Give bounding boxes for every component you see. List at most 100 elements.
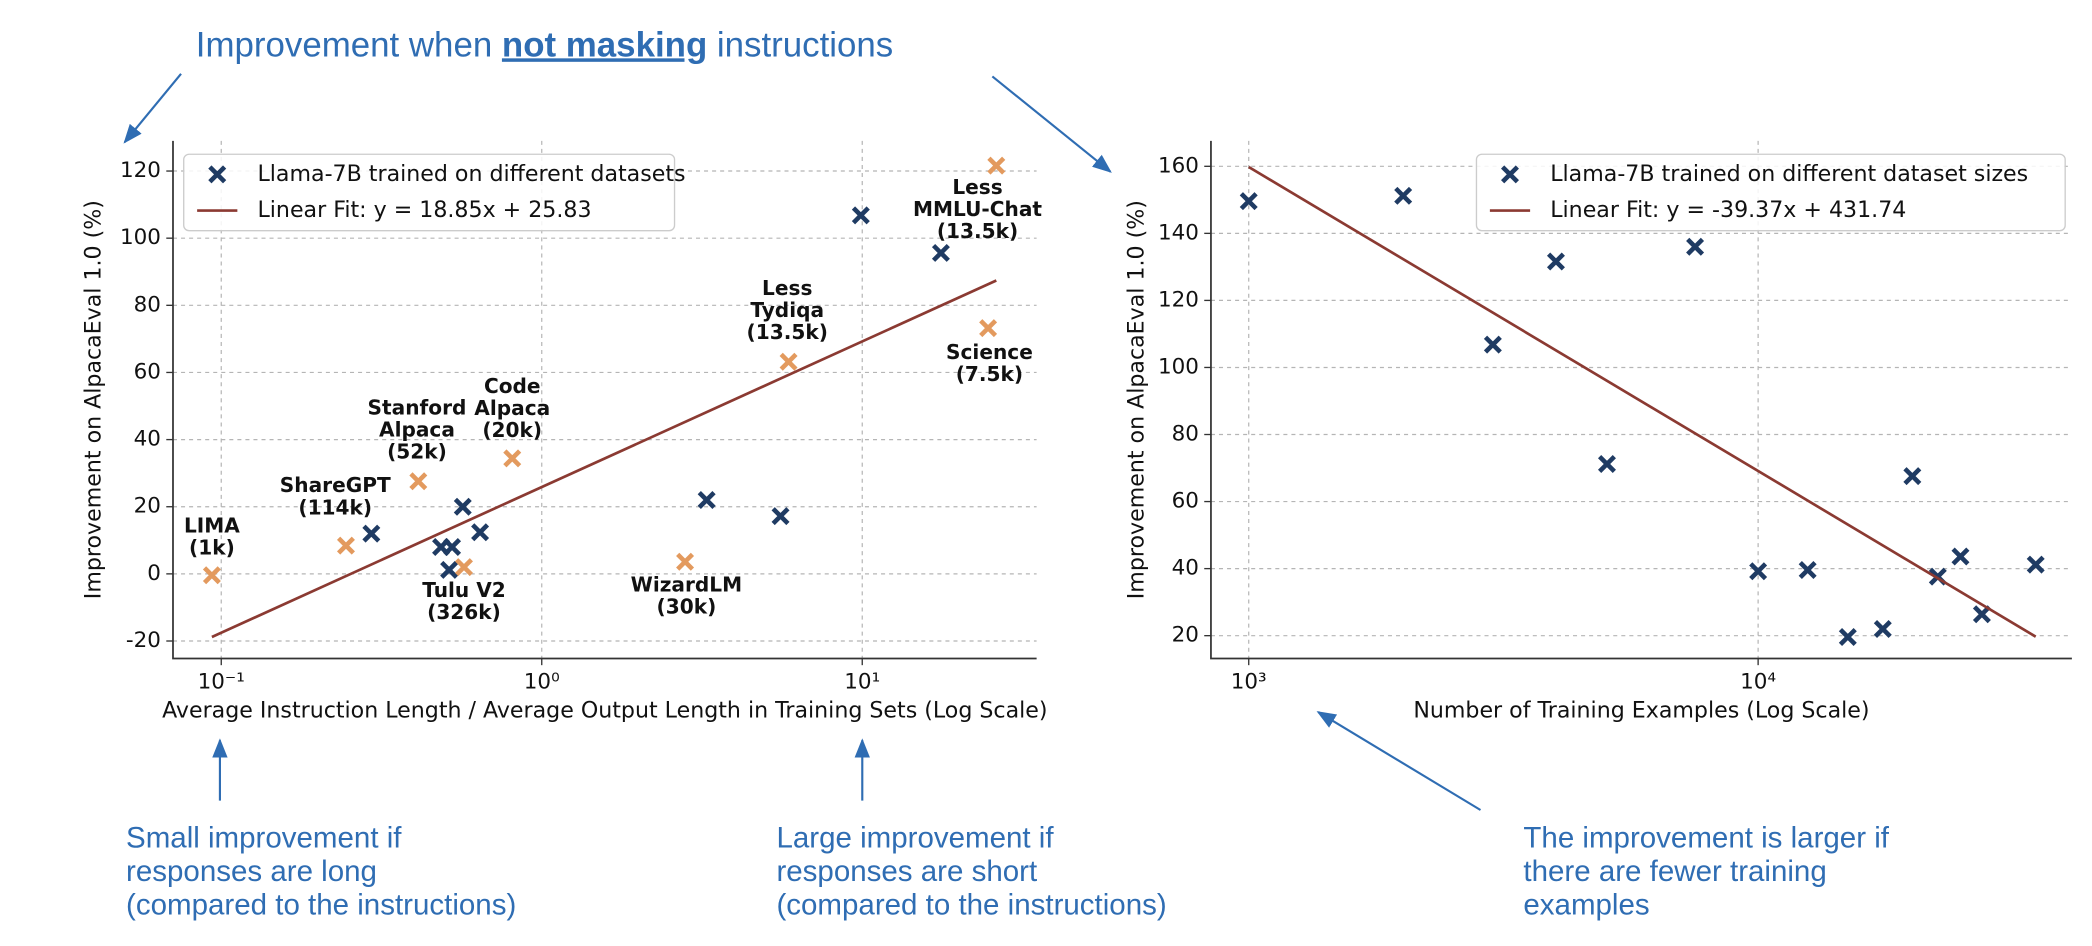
point xyxy=(362,524,381,543)
point-label: Less xyxy=(952,175,1002,199)
y-tick-label: 120 xyxy=(120,158,161,183)
point xyxy=(1903,467,1922,486)
headline: Improvement when not masking instruction… xyxy=(196,25,893,64)
point xyxy=(931,243,950,262)
point-label: (1k) xyxy=(189,536,235,560)
fit-line xyxy=(1248,165,2037,638)
point xyxy=(1394,186,1413,205)
arrow xyxy=(1316,711,1482,811)
x-axis-label: Average Instruction Length / Average Out… xyxy=(162,697,1047,723)
legend-label: Linear Fit: y = -39.37x + 431.74 xyxy=(1550,197,1906,223)
point xyxy=(453,497,472,516)
point-label: (13.5k) xyxy=(937,219,1018,243)
fit-line xyxy=(211,279,997,639)
y-tick-label: 20 xyxy=(134,494,161,519)
point xyxy=(1798,560,1817,579)
point xyxy=(771,507,790,526)
point xyxy=(1597,455,1616,474)
point xyxy=(779,352,798,371)
legend-label: Llama-7B trained on different dataset si… xyxy=(1550,161,2028,187)
point-label: Alpaca xyxy=(474,396,550,420)
point-label: Science xyxy=(946,340,1033,364)
point-label: (114k) xyxy=(298,495,372,519)
note: responses are long xyxy=(126,855,377,888)
legend-box xyxy=(1475,153,2066,232)
point-label: (52k) xyxy=(387,440,447,464)
point xyxy=(1686,237,1705,256)
point-label: LIMA xyxy=(184,513,240,537)
point xyxy=(440,560,459,579)
axis-spine xyxy=(1210,140,2072,660)
point xyxy=(851,206,870,225)
point-label: Tulu V2 xyxy=(422,578,506,602)
headline-part: instructions xyxy=(707,25,893,64)
arrow xyxy=(123,73,182,144)
note: there are fewer training xyxy=(1523,855,1826,888)
point-label: (20k) xyxy=(482,418,542,442)
arrow xyxy=(991,75,1112,173)
x-tick-label: 10³ xyxy=(1231,670,1267,695)
y-tick-label: 160 xyxy=(1158,153,1199,178)
point xyxy=(979,319,998,338)
y-tick-label: 140 xyxy=(1158,220,1199,245)
y-tick-label: 40 xyxy=(1172,556,1199,581)
y-tick-label: 100 xyxy=(120,225,161,250)
point-label: (7.5k) xyxy=(956,362,1023,386)
note: (compared to the instructions) xyxy=(126,889,516,922)
point-label: ShareGPT xyxy=(280,473,391,497)
point-label: WizardLM xyxy=(631,572,743,596)
legend-label: Linear Fit: y = 18.85x + 25.83 xyxy=(257,197,591,223)
y-axis-label: Improvement on AlpacaEval 1.0 (%) xyxy=(80,200,106,599)
point xyxy=(676,552,695,571)
note: (compared to the instructions) xyxy=(776,889,1166,922)
note: examples xyxy=(1523,889,1649,922)
point xyxy=(471,523,490,542)
x-tick-label: 10⁰ xyxy=(524,670,560,695)
x-tick-label: 10⁻¹ xyxy=(198,670,245,695)
y-tick-label: 80 xyxy=(1172,422,1199,447)
point-label: Stanford xyxy=(368,395,467,419)
point-label: (30k) xyxy=(657,595,717,619)
point xyxy=(455,558,473,577)
point xyxy=(1546,252,1565,271)
x-axis-label: Number of Training Examples (Log Scale) xyxy=(1413,697,1869,723)
legend-swatch xyxy=(1501,165,1519,184)
note: Large improvement if xyxy=(776,822,1054,855)
y-tick-label: 0 xyxy=(147,561,161,586)
y-tick-label: 60 xyxy=(1172,489,1199,514)
point-label: Alpaca xyxy=(379,417,455,441)
y-tick-label: 100 xyxy=(1158,354,1199,379)
legend-box xyxy=(183,153,676,232)
point-label: Less xyxy=(762,276,812,300)
point xyxy=(336,536,355,555)
point-label: (326k) xyxy=(427,600,501,624)
point-label: (13.5k) xyxy=(747,320,828,344)
point xyxy=(503,449,522,468)
x-tick-label: 10¹ xyxy=(844,670,880,695)
y-tick-label: 60 xyxy=(134,359,161,384)
headline-part: Improvement when xyxy=(196,25,502,64)
note: The improvement is larger if xyxy=(1523,822,1889,855)
point-label: Tydiqa xyxy=(750,298,824,322)
point-label: MMLU-Chat xyxy=(913,197,1042,221)
point xyxy=(443,538,462,557)
note: Small improvement if xyxy=(126,822,402,855)
point xyxy=(1873,619,1892,638)
point xyxy=(1749,562,1768,581)
legend-swatch xyxy=(208,165,227,184)
y-tick-label: 120 xyxy=(1158,287,1199,312)
point-label: Code xyxy=(484,374,541,398)
note: responses are short xyxy=(776,855,1037,888)
y-axis-label: Improvement on AlpacaEval 1.0 (%) xyxy=(1124,200,1150,599)
point xyxy=(202,566,221,585)
point xyxy=(987,156,1006,175)
point xyxy=(1239,192,1258,211)
point xyxy=(1838,628,1857,646)
point xyxy=(1972,605,1991,624)
y-tick-label: 80 xyxy=(134,292,161,317)
point xyxy=(1483,335,1502,354)
legend-label: Llama-7B trained on different datasets xyxy=(257,161,685,187)
y-tick-label: -20 xyxy=(126,628,161,653)
x-tick-label: 10⁴ xyxy=(1740,670,1776,695)
